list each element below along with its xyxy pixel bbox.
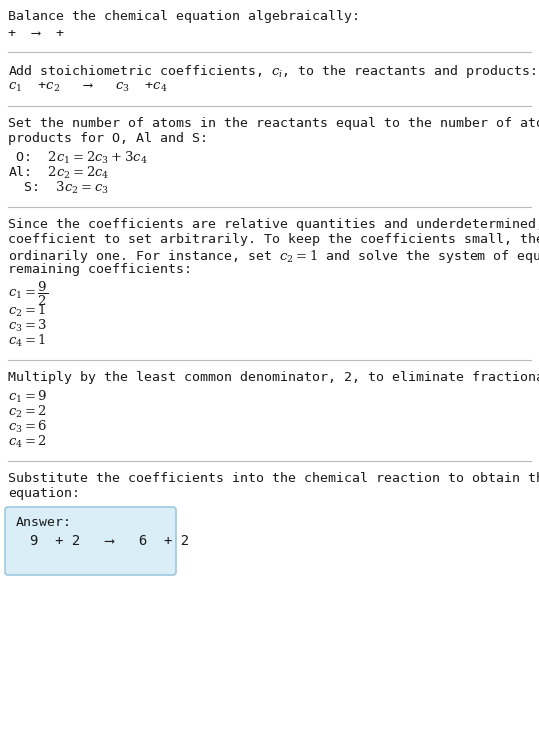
Text: remaining coefficients:: remaining coefficients: [8,263,192,276]
Text: ordinarily one. For instance, set $c_2 = 1$ and solve the system of equations fo: ordinarily one. For instance, set $c_2 =… [8,248,539,265]
Text: $c_1$  +$c_2$   ⟶   $c_3$  +$c_4$: $c_1$ +$c_2$ ⟶ $c_3$ +$c_4$ [8,81,168,94]
Text: Since the coefficients are relative quantities and underdetermined, choose a: Since the coefficients are relative quan… [8,218,539,231]
Text: coefficient to set arbitrarily. To keep the coefficients small, the arbitrary va: coefficient to set arbitrarily. To keep … [8,233,539,246]
Text: Substitute the coefficients into the chemical reaction to obtain the balanced: Substitute the coefficients into the che… [8,472,539,485]
Text: O:  $2 c_1 = 2 c_3 + 3 c_4$: O: $2 c_1 = 2 c_3 + 3 c_4$ [8,150,148,166]
Text: $c_4 = 2$: $c_4 = 2$ [8,434,47,450]
Text: Al:  $2 c_2 = 2 c_4$: Al: $2 c_2 = 2 c_4$ [8,165,109,181]
Text: $c_3 = 6$: $c_3 = 6$ [8,419,47,435]
Text: $c_2 = 1$: $c_2 = 1$ [8,303,46,319]
Text: +  ⟶  +: + ⟶ + [8,27,64,40]
Text: S:  $3 c_2 = c_3$: S: $3 c_2 = c_3$ [8,180,109,196]
Text: $c_2 = 2$: $c_2 = 2$ [8,404,47,420]
Text: Set the number of atoms in the reactants equal to the number of atoms in the: Set the number of atoms in the reactants… [8,117,539,130]
Text: equation:: equation: [8,487,80,500]
Text: Answer:: Answer: [16,516,72,529]
Text: Balance the chemical equation algebraically:: Balance the chemical equation algebraica… [8,10,360,23]
Text: $c_4 = 1$: $c_4 = 1$ [8,333,46,349]
Text: 9  + 2   ⟶   6  + 2: 9 + 2 ⟶ 6 + 2 [30,534,189,548]
Text: $c_1 = 9$: $c_1 = 9$ [8,389,47,405]
Text: $c_1 = \dfrac{9}{2}$: $c_1 = \dfrac{9}{2}$ [8,280,48,308]
FancyBboxPatch shape [5,507,176,575]
Text: $c_3 = 3$: $c_3 = 3$ [8,318,47,334]
Text: products for O, Al and S:: products for O, Al and S: [8,132,208,145]
Text: Multiply by the least common denominator, 2, to eliminate fractional coefficient: Multiply by the least common denominator… [8,371,539,384]
Text: Add stoichiometric coefficients, $c_i$, to the reactants and products:: Add stoichiometric coefficients, $c_i$, … [8,63,536,80]
